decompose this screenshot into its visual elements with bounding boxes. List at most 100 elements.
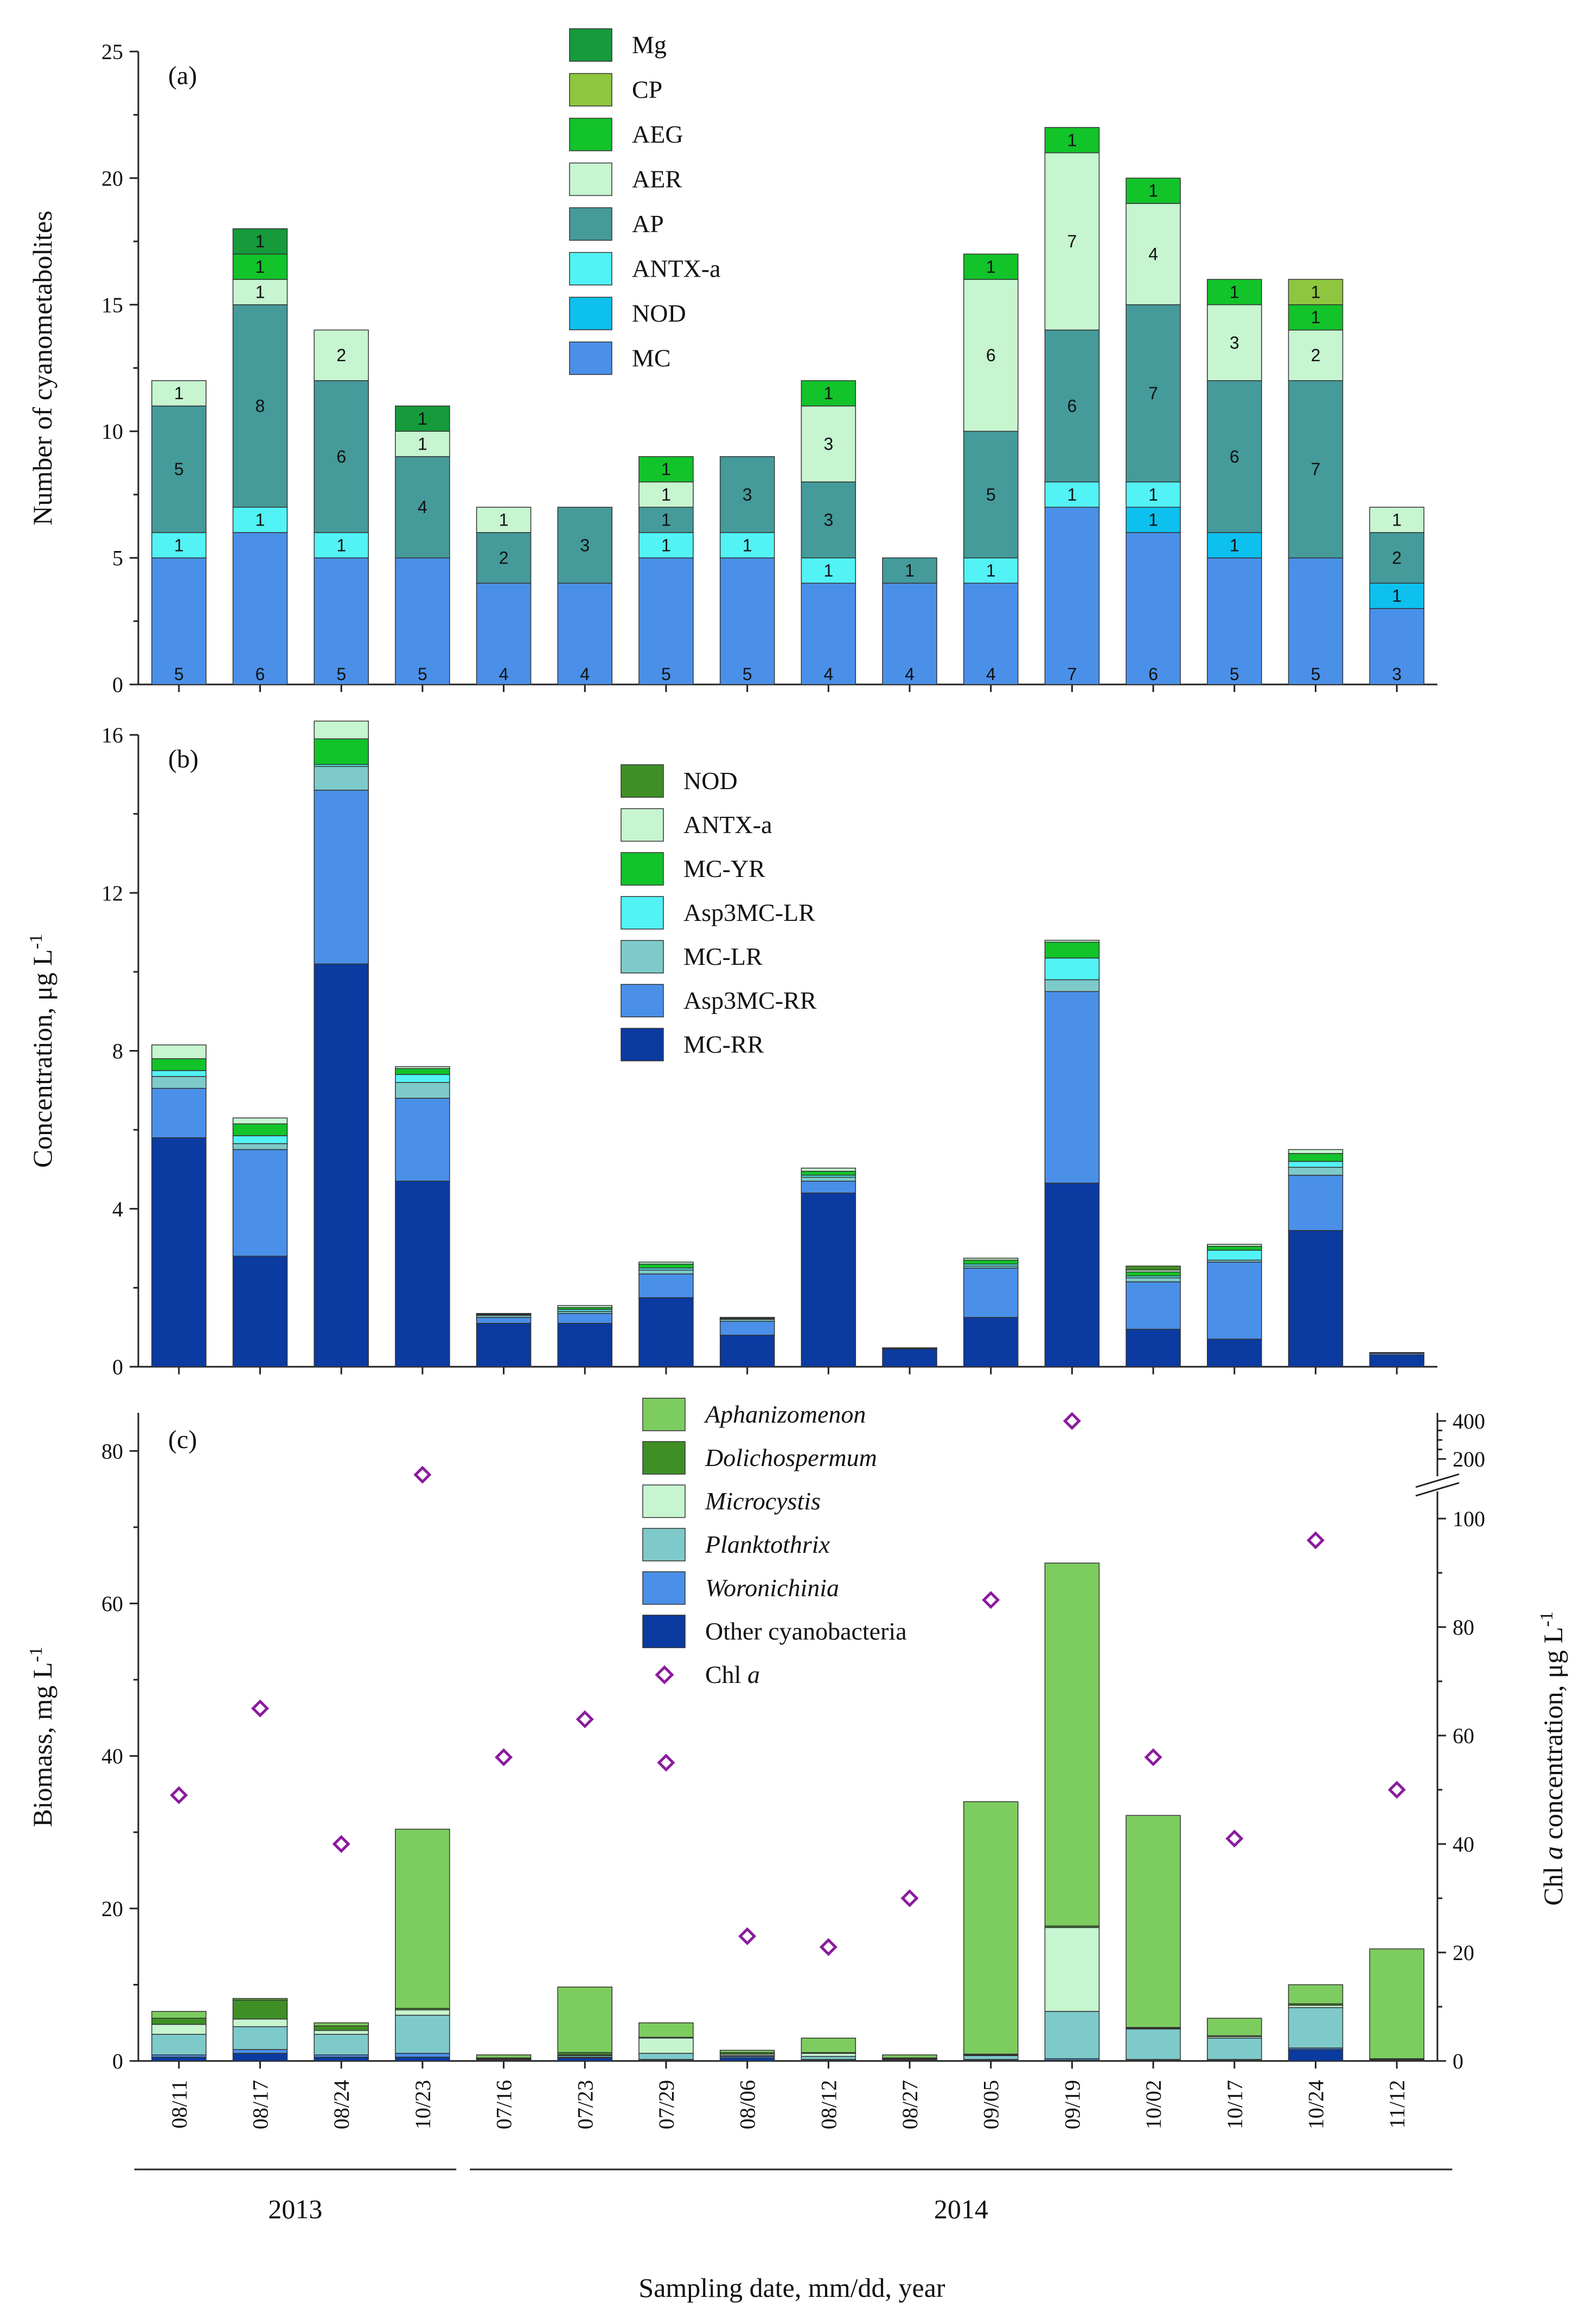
- bar-segment-mc: [963, 582, 1019, 685]
- bar-segment-microcystis: [314, 2030, 369, 2035]
- legend-label: NOD: [632, 299, 686, 327]
- bar-segment-asp3mc-rr: [232, 1149, 288, 1257]
- bar-segment-mc-rr: [638, 1297, 694, 1367]
- y2-tick-label: 40: [1453, 1832, 1474, 1856]
- bar-segment-asp3mc-rr: [476, 1317, 532, 1324]
- bar-segment-planktothrix: [963, 2055, 1019, 2060]
- chl-a-point: [1306, 1531, 1325, 1550]
- bar-segment-mc: [1207, 557, 1262, 685]
- bar-segment-aer: [801, 405, 856, 483]
- bar-segment-mc-rr: [719, 1335, 775, 1367]
- bar-segment-mc-yr: [395, 1068, 450, 1075]
- bar-segment-mc-rr: [1207, 1339, 1262, 1367]
- bar-segment-asp3mc-lr: [1288, 1161, 1344, 1168]
- chl-a-point: [332, 1835, 350, 1853]
- x-tick-label: 10/24: [1303, 2080, 1328, 2129]
- bar-segment-aer: [476, 507, 532, 533]
- x-axis-label: Sampling date, mm/dd, year: [638, 2272, 945, 2303]
- legend-label: ANTX-a: [632, 255, 721, 283]
- y2-tick-label: 100: [1453, 1507, 1485, 1531]
- chl-a-point: [982, 1591, 1000, 1609]
- legend-swatch: [621, 852, 664, 886]
- bar-segment-ap: [151, 405, 207, 533]
- bar-segment-asp3mc-rr: [314, 790, 369, 965]
- x-date-labels: 08/11 08/17 08/24 10/23 07/16 07/23 07/29 08/06…: [167, 2080, 1409, 2129]
- bar-segment-aphanizomenon: [232, 1998, 288, 2001]
- y-tick-label: 80: [101, 1439, 123, 1463]
- bar-segment-mg: [395, 405, 450, 432]
- bar-segment-aer: [232, 279, 288, 305]
- bar-segment-asp3mc-rr: [1288, 1175, 1344, 1231]
- bar-segment-aer: [638, 481, 694, 508]
- bar-value-label: 1: [336, 535, 346, 555]
- bar-segment-planktothrix: [232, 2026, 288, 2050]
- bar-segment-mc-lr: [151, 1076, 207, 1089]
- legend-label: Chl a: [705, 1661, 760, 1688]
- bar-segment-microcystis: [801, 2053, 856, 2057]
- legend-label: NOD: [683, 767, 738, 795]
- bar-segment-mc-yr: [638, 1263, 694, 1269]
- bar-segment-aphanizomenon: [719, 2050, 775, 2053]
- bar-segment-mc-lr: [801, 1176, 856, 1182]
- bar-segment-mc-rr: [151, 1137, 207, 1367]
- y-tick-label: 25: [101, 40, 123, 64]
- y-tick-label: 4: [112, 1197, 123, 1221]
- x-tick-label: 07/29: [654, 2080, 679, 2129]
- bar-segment-aeg: [1288, 304, 1344, 331]
- bar-segment-antx-a: [638, 1262, 694, 1265]
- bar-value-label: 3: [823, 434, 833, 454]
- bar-value-label: 5: [174, 664, 184, 684]
- bar-value-label: 1: [1230, 535, 1239, 555]
- bar-value-label: 4: [823, 664, 833, 684]
- chl-a-point: [495, 1748, 513, 1766]
- bar-segment-aer: [314, 329, 369, 381]
- bar-segment-woronichinia: [395, 2053, 450, 2058]
- bar-segment-planktothrix: [801, 2056, 856, 2060]
- bar-value-label: 5: [418, 664, 427, 684]
- panel-label: (a): [168, 61, 197, 90]
- bar-segment-antx-a: [1044, 481, 1100, 508]
- y2-tick-label: 80: [1453, 1615, 1474, 1640]
- bar-segment-mc-yr: [151, 1058, 207, 1071]
- bar-segment-mc: [882, 582, 937, 685]
- legend-swatch: [621, 940, 664, 974]
- legend-label: Other cyanobacteria: [705, 1617, 907, 1645]
- legend-label: Mg: [632, 31, 667, 59]
- bar-value-label: 1: [1311, 282, 1321, 302]
- x-tick-label: 08/11: [167, 2080, 191, 2129]
- bar-segment-ap: [476, 532, 532, 584]
- bar-value-label: 1: [418, 434, 427, 454]
- legend-label: Microcystis: [705, 1487, 821, 1515]
- bar-segment-aphanizomenon: [557, 1986, 613, 2053]
- x-tick-label: 09/05: [979, 2080, 1003, 2129]
- bar-segment-mc-rr: [963, 1317, 1019, 1367]
- bar-value-label: 4: [418, 497, 427, 517]
- bar-value-label: 1: [1148, 181, 1158, 201]
- bar-segment-other-cyanobacteria: [719, 2057, 775, 2061]
- bar-segment-aphanizomenon: [314, 2022, 369, 2027]
- bar-segment-aphanizomenon: [1288, 1984, 1344, 2005]
- bar-segment-asp3mc-rr: [963, 1267, 1019, 1318]
- bar-segment-asp3mc-lr: [1044, 957, 1100, 981]
- bar-value-label: 1: [174, 535, 184, 555]
- bar-value-label: 1: [905, 561, 915, 580]
- bar-value-label: 1: [661, 535, 671, 555]
- legend-swatch: [642, 1441, 686, 1475]
- bar-segment-asp3mc-rr: [638, 1273, 694, 1298]
- y-tick-label: 8: [112, 1039, 123, 1064]
- legend-label: Aphanizomenon: [704, 1400, 866, 1428]
- bar-value-label: 1: [1230, 282, 1239, 302]
- bar-value-label: 5: [174, 459, 184, 479]
- panel-c-y2-axis: 0 20 40 60 80 100 200 400 Chl a concentration, μ…: [1415, 1409, 1568, 2073]
- bar-segment-other-cyanobacteria: [557, 2057, 613, 2061]
- bar-segment-antx-a: [395, 1066, 450, 1070]
- bar-segment-aphanizomenon: [476, 2054, 532, 2059]
- bar-segment-antx-a: [232, 1117, 288, 1124]
- bar-segment-planktothrix: [1044, 2011, 1100, 2059]
- legend-swatch: [569, 118, 612, 151]
- bar-value-label: 4: [499, 664, 509, 684]
- bar-segment-aeg: [801, 380, 856, 407]
- bar-segment-other-cyanobacteria: [151, 2057, 207, 2061]
- bar-value-label: 1: [1067, 130, 1077, 150]
- bar-segment-asp3mc-rr: [719, 1321, 775, 1336]
